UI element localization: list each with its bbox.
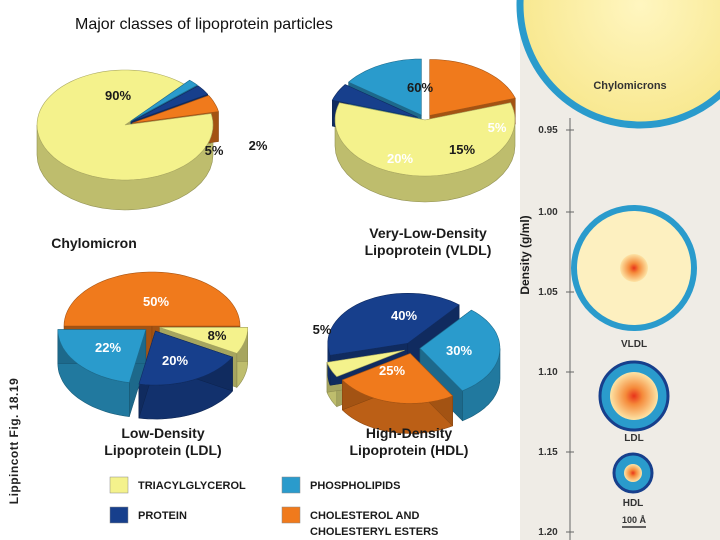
pie-slice-triacylglycerol <box>159 327 249 354</box>
pie-slice-protein <box>131 85 209 123</box>
side-label: Lippincott Fig. 18.19 <box>7 377 21 505</box>
pie-label-phospholipids: 2% <box>249 138 268 153</box>
pie-label-triacylglycerol: 5% <box>313 322 332 337</box>
particle-chylomicrons <box>516 0 720 129</box>
pie-chylomicron: 90% 2% 3% 5% Chylomicron <box>36 69 268 251</box>
pie-subtitle: Lipoprotein (HDL) <box>350 442 469 458</box>
pie-title: High-Density <box>366 425 453 441</box>
legend-label-phospholipids: PHOSPHOLIPIDS <box>310 480 400 492</box>
pie-slice-cholesterol <box>341 353 454 404</box>
figure-title: Major classes of lipoprotein particles <box>75 16 333 33</box>
pie-slice-protein <box>327 292 460 356</box>
pie-title: Very-Low-Density <box>369 225 487 241</box>
particle-label-chylomicrons: Chylomicrons <box>593 80 666 92</box>
legend-swatch-cholesterol <box>281 506 301 524</box>
pie-slice-cholesterol <box>63 271 241 327</box>
particle-hdl-core <box>624 464 642 482</box>
density-tick-label: 1.00 <box>538 207 558 218</box>
pie-slice-triacylglycerol <box>334 102 516 177</box>
legend-label2-cholesterol: CHOLESTERYL ESTERS <box>310 526 438 538</box>
pie-slice-phospholipids <box>130 79 198 122</box>
pie-label-protein: 20% <box>162 353 188 368</box>
pie-label-cholesterol: 20% <box>387 151 413 166</box>
pie-label-triacylglycerol: 8% <box>208 328 227 343</box>
particle-label-hdl: HDL <box>623 498 644 509</box>
pie-label-phospholipids: 15% <box>449 142 475 157</box>
pie-label-phospholipids: 30% <box>446 343 472 358</box>
density-tick-label: 1.05 <box>538 287 558 298</box>
pie-label-protein: 40% <box>391 308 417 323</box>
pie-label-protein: 3% <box>246 168 265 183</box>
pie-label-cholesterol: 5% <box>205 143 224 158</box>
pie-label-cholesterol: 25% <box>379 363 405 378</box>
pie-slice-protein <box>331 84 418 118</box>
legend-label-triacylglycerol: TRIACYLGLYCEROL <box>138 480 246 492</box>
scale-bar-label: 100 Å <box>622 515 647 525</box>
particle-ldl-core <box>610 372 658 420</box>
pie-label-triacylglycerol: 60% <box>407 80 433 95</box>
pie-title: Low-Density <box>121 425 204 441</box>
legend-swatch-phospholipids <box>281 476 301 494</box>
pie-slice-phospholipids <box>419 309 501 392</box>
particle-label-ldl: LDL <box>624 433 643 444</box>
pie-label-triacylglycerol: 90% <box>105 88 131 103</box>
density-tick-label: 0.95 <box>538 125 558 136</box>
pie-label-phospholipids: 22% <box>95 340 121 355</box>
pie-slice-cholesterol <box>132 95 219 124</box>
pie-label-cholesterol: 50% <box>143 294 169 309</box>
density-axis-label: Density (g/ml) <box>518 215 532 294</box>
density-tick-label: 1.15 <box>538 447 558 458</box>
pie-slice-phospholipids <box>348 58 422 116</box>
legend-label-cholesterol: CHOLESTEROL AND <box>310 510 419 522</box>
pie-subtitle: Lipoprotein (LDL) <box>104 442 221 458</box>
pie-slice-cholesterol <box>429 59 516 116</box>
density-tick-label: 1.10 <box>538 367 558 378</box>
pie-slice-triacylglycerol <box>36 69 214 181</box>
legend-swatch-triacylglycerol <box>109 476 129 494</box>
pie-slice-phospholipids <box>57 329 147 383</box>
density-tick-label: 1.20 <box>538 527 558 538</box>
legend-label-protein: PROTEIN <box>138 510 187 522</box>
pie-slice-triacylglycerol <box>326 349 405 378</box>
pie-subtitle: Lipoprotein (VLDL) <box>365 242 492 258</box>
pie-label-protein: 5% <box>488 120 507 135</box>
particle-label-vldl: VLDL <box>621 339 647 350</box>
particle-vldl-core <box>620 254 648 282</box>
legend-swatch-protein <box>109 506 129 524</box>
pie-slice-protein <box>138 330 234 386</box>
pie-title: Chylomicron <box>51 235 137 251</box>
